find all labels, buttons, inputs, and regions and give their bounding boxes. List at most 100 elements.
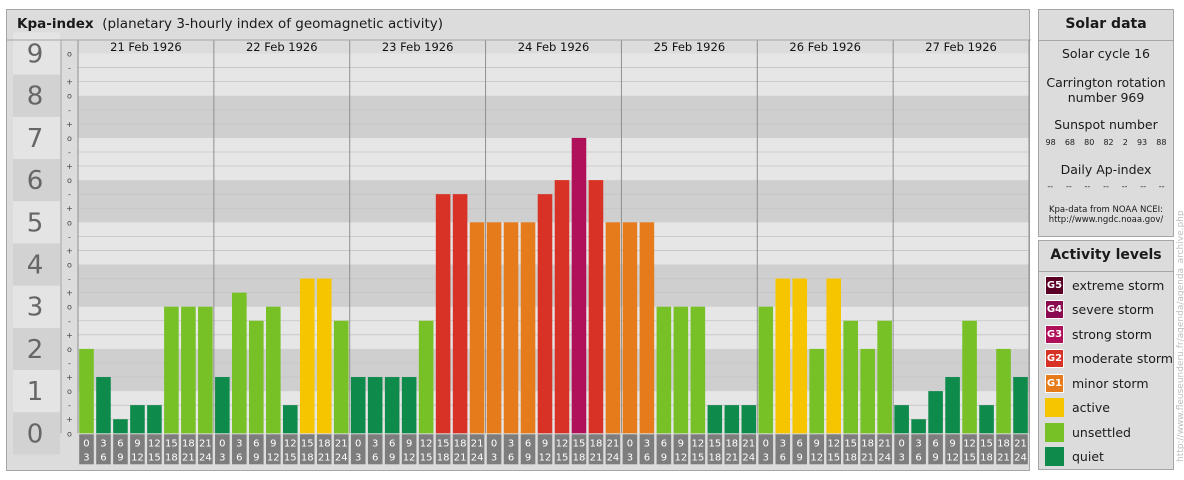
legend-swatch [1045, 398, 1064, 417]
interval-start-label: 21 [335, 438, 348, 449]
legend-label: minor storm [1072, 375, 1149, 391]
minor-tick-label: o [67, 134, 72, 143]
solar-data-title: Solar data [1065, 16, 1147, 32]
interval-end-label: 9 [117, 452, 123, 463]
interval-end-label: 12 [267, 452, 280, 463]
interval-start-label: 12 [827, 438, 840, 449]
minor-tick-label: - [68, 64, 71, 73]
minor-tick-label: o [67, 303, 72, 312]
interval-box [690, 434, 706, 465]
minor-tick-label: + [66, 331, 73, 340]
sunspot-value: 82 [1103, 138, 1114, 147]
interval-box [741, 434, 757, 465]
legend-item: G1 minor storm [1045, 373, 1149, 393]
interval-box [401, 434, 417, 465]
kpa-bar [520, 222, 536, 434]
interval-end-label: 9 [389, 452, 395, 463]
kpa-bar [1013, 377, 1028, 434]
interval-box [537, 434, 553, 465]
y-tick-label: 7 [27, 124, 44, 154]
site-credit: http://www.fleuseunderu.fr/agenda/agenda… [1176, 210, 1184, 462]
kpa-bar [198, 306, 213, 434]
interval-end-label: 24 [199, 452, 212, 463]
interval-box [384, 434, 400, 465]
sunspot-value: 68 [1064, 138, 1076, 147]
y-tick-label: 5 [27, 208, 44, 238]
minor-tick-label: + [66, 373, 73, 382]
interval-box [350, 434, 366, 465]
kpa-bar [945, 377, 960, 434]
kpa-bar [792, 278, 808, 434]
day-label: 23 Feb 1926 [382, 40, 454, 54]
interval-start-label: 3 [915, 438, 921, 449]
kpa-bar [469, 222, 485, 434]
interval-end-label: 24 [607, 452, 620, 463]
interval-box [707, 434, 723, 465]
interval-box [282, 434, 298, 465]
interval-start-label: 21 [742, 438, 755, 449]
interval-end-label: 9 [932, 452, 938, 463]
minor-tick-label: - [68, 148, 71, 157]
legend-label: strong storm [1072, 326, 1152, 342]
interval-box [860, 434, 875, 465]
interval-box [96, 434, 111, 465]
interval-end-label: 15 [963, 452, 976, 463]
minor-tick-label: + [66, 415, 73, 424]
interval-end-label: 3 [898, 452, 904, 463]
legend-label: severe storm [1072, 302, 1154, 317]
data-source-line-1: Kpa-data from NOAA NCEI: [1048, 205, 1164, 215]
kpa-bar [503, 222, 519, 434]
tick-band [13, 327, 60, 370]
interval-end-label: 18 [844, 452, 857, 463]
kpa-bar [741, 405, 757, 434]
interval-box [164, 434, 179, 465]
interval-end-label: 21 [861, 452, 874, 463]
interval-start-label: 21 [471, 438, 484, 449]
y-tick-label: 0 [27, 419, 44, 449]
interval-box [877, 434, 892, 465]
interval-box [979, 434, 994, 465]
sunspot-value: 80 [1084, 138, 1095, 147]
interval-box [588, 434, 604, 465]
interval-end-label: 18 [708, 452, 721, 463]
kpa-bar [605, 222, 621, 434]
level-band [78, 264, 1029, 307]
legend-item: unsettled [1045, 422, 1131, 442]
interval-start-label: 9 [678, 438, 684, 449]
interval-end-label: 6 [100, 452, 106, 463]
legend-swatch: G4 [1045, 300, 1064, 319]
kpa-bar [758, 306, 774, 434]
interval-start-label: 0 [491, 438, 497, 449]
interval-start-label: 0 [83, 438, 89, 449]
minor-tick-label: o [67, 345, 72, 354]
interval-start-label: 3 [236, 438, 242, 449]
tick-band [13, 201, 60, 244]
interval-box [232, 434, 247, 465]
interval-end-label: 24 [878, 452, 891, 463]
kpa-bar [809, 348, 825, 434]
interval-start-label: 21 [1014, 438, 1027, 449]
interval-box [435, 434, 451, 465]
minor-tick-label: + [66, 246, 73, 255]
y-tick-label: 2 [27, 335, 44, 365]
interval-end-label: 6 [372, 452, 378, 463]
kpa-bar [435, 194, 451, 434]
kpa-bar [911, 419, 926, 434]
interval-end-label: 12 [946, 452, 959, 463]
day-label: 27 Feb 1926 [925, 40, 997, 54]
ap-index-values: -- -- -- -- -- -- -- [1039, 182, 1173, 191]
legend-swatch [1045, 447, 1064, 466]
interval-end-label: 24 [335, 452, 348, 463]
interval-end-label: 18 [573, 452, 586, 463]
interval-start-label: 15 [165, 438, 178, 449]
interval-start-label: 0 [219, 438, 225, 449]
interval-box [894, 434, 909, 465]
interval-end-label: 3 [219, 452, 225, 463]
tick-band [13, 370, 60, 413]
interval-end-label: 9 [525, 452, 531, 463]
legend-label: moderate storm [1072, 351, 1173, 366]
interval-box [622, 434, 638, 465]
minor-tick-label: o [67, 261, 72, 270]
chart-subtitle: (planetary 3-hourly index of geomagnetic… [102, 16, 444, 32]
kpa-bar [928, 391, 943, 434]
